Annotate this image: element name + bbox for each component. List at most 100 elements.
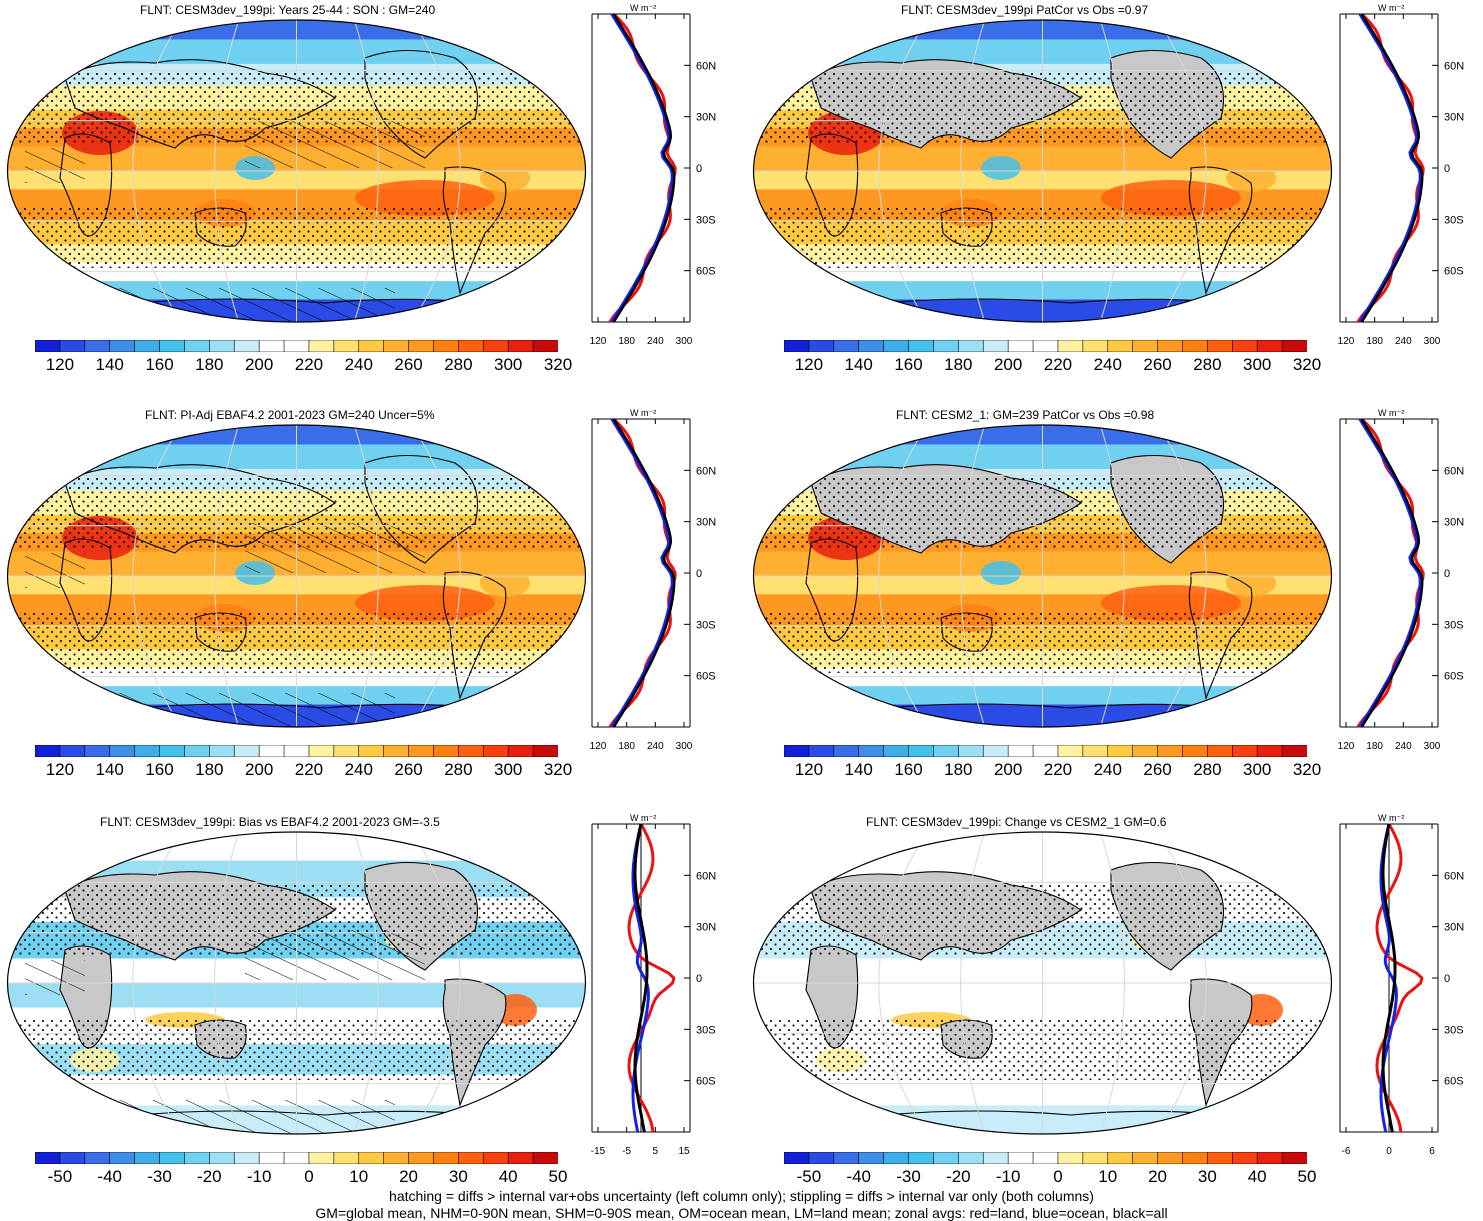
colorbar-tick-label: 160 <box>145 355 174 374</box>
colorbar-swatch <box>482 340 509 352</box>
lat-tick-label: 60S <box>696 1076 716 1088</box>
panel-obs: FLNT: PI-Adj EBAF4.2 2001-2023 GM=240 Un… <box>0 405 741 805</box>
zonal-xtick-label: 300 <box>1424 741 1441 752</box>
colorbar-tick-label: 300 <box>1243 355 1272 374</box>
zonal-xtick-label: 180 <box>1366 336 1383 347</box>
lat-tick-label: 0 <box>696 568 702 580</box>
colorbar-swatch <box>159 745 186 757</box>
lat-tick-label: 60S <box>1444 266 1464 278</box>
colorbar-swatch <box>933 1152 959 1164</box>
zonal-xtick-label: 300 <box>1424 336 1441 347</box>
panel-title: FLNT: CESM3dev_199pi: Change vs CESM2_1 … <box>866 815 1167 829</box>
colorbar-swatch <box>433 340 459 352</box>
colorbar-swatch <box>532 340 558 352</box>
colorbar-swatch <box>308 1152 335 1164</box>
colorbar-swatch <box>383 1152 410 1164</box>
colorbar-swatch <box>358 340 385 352</box>
zonal-units-label: W m⁻² <box>1378 3 1404 13</box>
colorbar-swatch <box>283 340 310 352</box>
colorbar-swatch <box>1057 745 1084 757</box>
colorbar-swatch <box>233 745 260 757</box>
colorbar-swatch <box>1256 1152 1283 1164</box>
colorbar-swatch <box>532 1152 558 1164</box>
panel-change: FLNT: CESM3dev_199pi: Change vs CESM2_1 … <box>741 810 1483 1190</box>
zonal-mean-plot: W m⁻² 60N 30N 0 30S 60S 120 180 240 300 <box>590 408 716 752</box>
zonal-units-label: W m⁻² <box>630 408 656 418</box>
panel-model-patcor: FLNT: CESM3dev_199pi PatCor vs Obs =0.97… <box>741 0 1483 400</box>
colorbar-tick-label: -20 <box>197 1167 222 1186</box>
colorbar-swatch <box>184 340 210 352</box>
lat-tick-label: 0 <box>696 163 702 175</box>
colorbar-swatch <box>808 1152 835 1164</box>
colorbar-swatch <box>209 340 235 352</box>
colorbar-swatch <box>507 745 534 757</box>
colorbar-tick-label: 200 <box>993 760 1023 779</box>
zonal-mean-plot: W m⁻² 60N 30N 0 30S 60S 120 180 240 300 <box>1338 408 1464 752</box>
panel-cesm2: FLNT: CESM2_1: GM=239 PatCor vs Obs =0.9… <box>741 405 1483 805</box>
colorbar-swatch <box>933 340 959 352</box>
colorbar-swatch <box>1057 340 1084 352</box>
colorbar-swatch <box>784 340 810 352</box>
lat-tick-label: 60N <box>696 465 716 477</box>
zonal-xtick-label: 0 <box>1386 1146 1392 1157</box>
colorbar-swatch <box>883 340 910 352</box>
colorbar-tick-label: 200 <box>244 355 274 374</box>
colorbar-swatch <box>1007 745 1034 757</box>
colorbar-swatch <box>1157 1152 1184 1164</box>
zonal-mean-plot: W m⁻² 60N 30N 0 30S 60S 120 180 240 300 <box>590 3 716 347</box>
map-plot <box>752 424 1333 728</box>
colorbar-tick-label: 50 <box>548 1167 568 1186</box>
lat-tick-label: 0 <box>1444 163 1450 175</box>
colorbar-tick-label: 120 <box>45 355 75 374</box>
lat-tick-label: 60S <box>1444 1076 1464 1088</box>
colorbar-swatch <box>908 340 935 352</box>
colorbar-swatch <box>982 340 1009 352</box>
colorbar-tick-label: 320 <box>1292 355 1322 374</box>
colorbar-swatch <box>134 745 161 757</box>
colorbar-swatch <box>258 745 285 757</box>
colorbar-swatch <box>833 745 860 757</box>
zonal-xtick-label: 120 <box>1338 336 1355 347</box>
colorbar-swatch <box>1032 340 1059 352</box>
colorbar-swatch <box>1256 340 1283 352</box>
colorbar-swatch <box>507 340 534 352</box>
colorbar-swatch <box>958 745 984 757</box>
colorbar-swatch <box>258 340 285 352</box>
colorbar-tick-label: -10 <box>246 1167 272 1186</box>
colorbar-tick-label: 140 <box>95 760 124 779</box>
lat-tick-label: 30S <box>1444 1024 1464 1036</box>
colorbar-swatch <box>134 340 161 352</box>
panel-title: FLNT: PI-Adj EBAF4.2 2001-2023 GM=240 Un… <box>145 408 435 422</box>
panel-title: FLNT: CESM2_1: GM=239 PatCor vs Obs =0.9… <box>896 408 1155 422</box>
colorbar-swatch <box>1007 340 1034 352</box>
colorbar-swatch <box>784 745 810 757</box>
colorbar-swatch <box>333 1152 360 1164</box>
colorbar-swatch <box>1107 340 1134 352</box>
colorbar-swatch <box>84 745 111 757</box>
colorbar-tick-label: 180 <box>944 760 973 779</box>
colorbar-swatch <box>258 1152 285 1164</box>
panel-title: FLNT: CESM3dev_199pi: Years 25-44 : SON … <box>140 3 436 17</box>
colorbar-swatch <box>1082 745 1109 757</box>
footer-note-2: GM=global mean, NHM=0-90N mean, SHM=0-90… <box>315 1205 1168 1221</box>
colorbar-swatch <box>1231 340 1258 352</box>
colorbar-swatch <box>159 1152 186 1164</box>
zonal-xtick-label: 180 <box>1366 741 1383 752</box>
zonal-mean-plot: W m⁻² 60N 30N 0 30S 60S -6 0 6 <box>1339 813 1464 1157</box>
colorbar-swatch <box>833 1152 860 1164</box>
colorbar-swatch <box>458 1152 484 1164</box>
colorbar-swatch <box>1281 340 1307 352</box>
colorbar-swatch <box>1132 340 1159 352</box>
lat-tick-label: 60N <box>696 60 716 72</box>
colorbar-swatch <box>408 745 435 757</box>
colorbar-swatch <box>184 1152 210 1164</box>
colorbar-swatch <box>883 745 910 757</box>
colorbar-tick-label: -10 <box>995 1167 1021 1186</box>
zonal-units-label: W m⁻² <box>630 3 656 13</box>
zonal-xtick-label: 300 <box>676 336 693 347</box>
colorbar-swatch <box>433 745 459 757</box>
lat-tick-label: 60S <box>1444 671 1464 683</box>
colorbar-swatch <box>109 745 136 757</box>
colorbar-swatch <box>433 1152 459 1164</box>
colorbar-swatch <box>908 745 935 757</box>
